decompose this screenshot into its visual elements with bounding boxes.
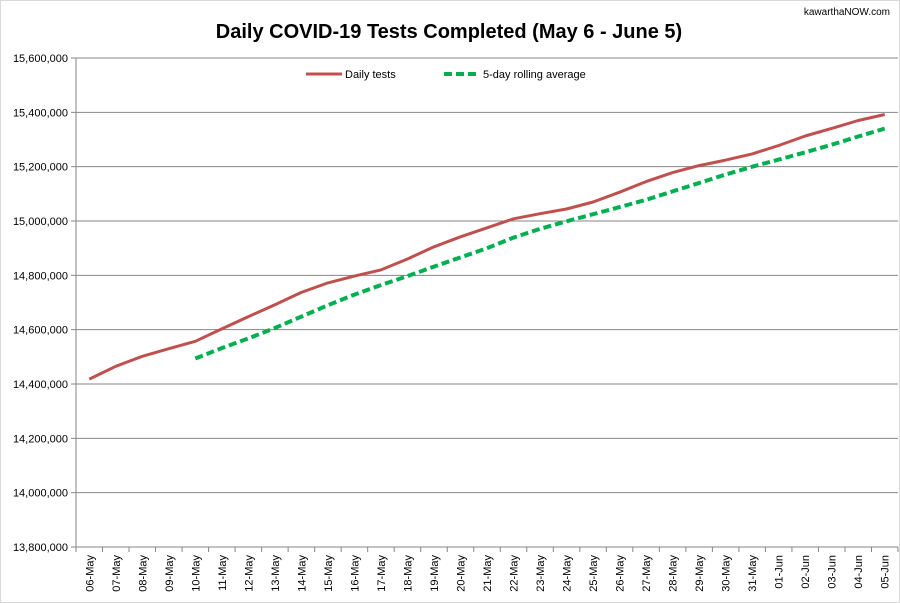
x-tick-label: 08-May [137,555,149,592]
x-tick-label: 30-May [721,555,733,592]
y-tick-label: 13,800,000 [13,542,68,554]
series-line-rolling-average [194,126,886,361]
x-tick-label: 25-May [588,555,600,592]
x-tick-label: 03-Jun [827,555,839,589]
x-tick-label: 14-May [296,555,308,592]
legend-label-daily-tests: Daily tests [345,69,396,81]
x-tick-label: 13-May [270,555,282,592]
x-tick-label: 29-May [694,555,706,592]
series-line-daily-tests [88,113,886,381]
y-tick-label: 15,600,000 [13,53,68,65]
x-tick-label: 11-May [217,555,229,591]
legend: Daily tests 5-day rolling average [306,69,586,81]
gridlines [76,57,898,548]
x-tick-label: 05-Jun [880,555,892,589]
x-tick-label: 19-May [429,555,441,592]
x-tick-label: 28-May [668,555,680,592]
y-tick-label: 15,200,000 [13,162,68,174]
x-tick-label: 04-Jun [853,555,865,589]
legend-label-rolling-average: 5-day rolling average [483,69,586,81]
y-tick-label: 15,400,000 [13,107,68,119]
series-lines [88,113,886,381]
x-tick-label: 12-May [243,555,255,592]
x-tick-label: 06-May [84,555,96,592]
x-tick-label: 10-May [190,555,202,592]
x-tick-label: 26-May [615,555,627,592]
x-tick-label: 07-May [111,555,123,592]
y-tick-label: 14,400,000 [13,379,68,391]
x-tick-label: 31-May [747,555,759,592]
y-axis-tick-labels: 13,800,000 14,000,000 14,200,000 14,400,000… [13,53,68,554]
x-tick-label: 21-May [482,555,494,592]
x-tick-label: 09-May [164,555,176,592]
axes [71,57,899,552]
x-tick-label: 22-May [509,555,521,592]
chart-title: Daily COVID-19 Tests Completed (May 6 - … [216,21,682,43]
x-tick-label: 17-May [376,555,388,592]
x-tick-label: 16-May [349,555,361,592]
x-tick-label: 01-Jun [774,555,786,589]
y-tick-label: 14,000,000 [13,488,68,500]
x-tick-label: 15-May [323,555,335,592]
x-tick-label: 24-May [562,555,574,592]
x-tick-label: 02-Jun [800,555,812,589]
y-tick-label: 14,200,000 [13,433,68,445]
x-axis-tick-labels: 06-May 07-May 08-May 09-May 10-May 11-May 12-M… [84,555,891,592]
y-tick-label: 14,800,000 [13,270,68,282]
y-tick-label: 14,600,000 [13,325,68,337]
x-tick-label: 23-May [535,555,547,592]
x-tick-label: 27-May [641,555,653,592]
y-tick-label: 15,000,000 [13,216,68,228]
x-tick-label: 18-May [402,555,414,592]
x-tick-label: 20-May [455,555,467,592]
source-watermark: kawarthaNOW.com [804,7,890,18]
